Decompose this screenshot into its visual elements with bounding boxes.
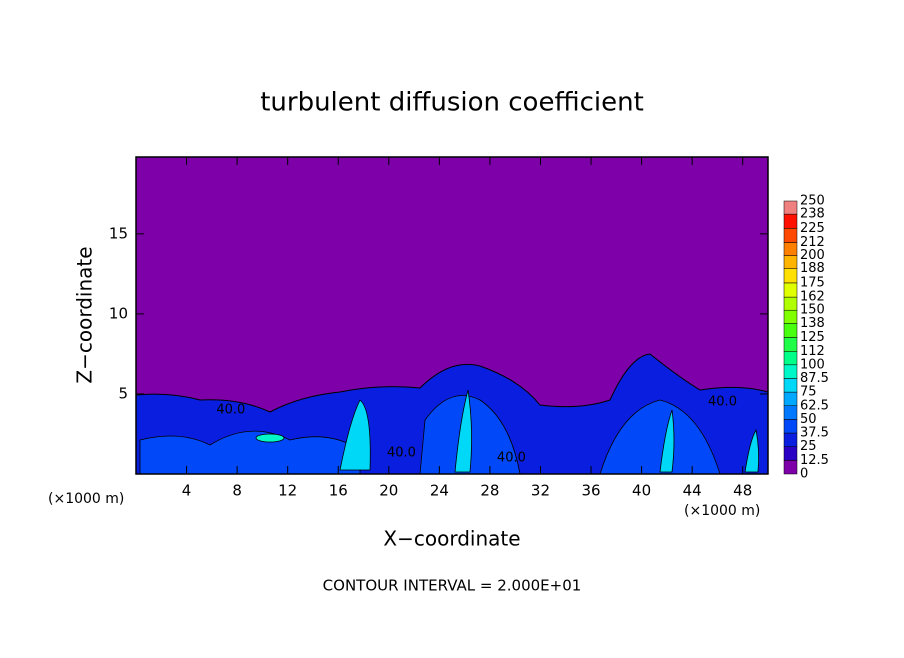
colorbar-label: 87.5 (800, 371, 829, 386)
colorbar-cell (783, 309, 798, 324)
colorbar-label: 162 (800, 290, 825, 305)
colorbar-cell (783, 282, 798, 298)
field-region (139, 430, 361, 475)
x-tick-label: 36 (581, 482, 600, 500)
x-tick-label: 12 (278, 482, 297, 500)
colorbar-cell (783, 213, 798, 229)
chart-title: turbulent diffusion coefficient (260, 88, 644, 118)
colorbar-cell (783, 391, 798, 407)
colorbar-label: 150 (800, 303, 825, 318)
colorbar-cell (783, 337, 798, 352)
colorbar-label: 75 (800, 385, 817, 400)
y-tick-label: 5 (118, 384, 128, 402)
colorbar-cell (783, 296, 798, 311)
colorbar-label: 125 (800, 330, 825, 345)
colorbar-label: 188 (800, 261, 825, 276)
colorbar-cell (783, 432, 798, 447)
x-tick-label: 4 (182, 482, 192, 500)
colorbar-label: 250 (800, 194, 825, 209)
colorbar-cell (783, 351, 798, 366)
x-tick-label: 28 (480, 482, 499, 500)
colorbar-cell (783, 405, 798, 420)
colorbar-label: 37.5 (800, 426, 829, 441)
plot-frame (135, 156, 769, 475)
y-tick-label: 10 (109, 304, 128, 322)
colorbar-label: 138 (800, 316, 825, 331)
y-axis-title: Z−coordinate (73, 246, 97, 383)
colorbar-cell (783, 378, 798, 393)
field-region (454, 389, 472, 473)
colorbar-label: 212 (800, 235, 825, 250)
colorbar-cell (783, 255, 798, 269)
colorbar-label: 200 (800, 248, 825, 263)
x-tick-label: 48 (733, 482, 752, 500)
colorbar-label: 175 (800, 275, 825, 290)
x-tick-label: 24 (430, 482, 449, 500)
colorbar-label: 50 (800, 412, 817, 427)
colorbar-cell (783, 200, 798, 215)
contour-label: 40.0 (497, 450, 526, 465)
field-region (255, 433, 285, 443)
x-tick-label: 20 (379, 482, 398, 500)
colorbar-label: 100 (800, 357, 825, 372)
colorbar-cell (783, 242, 798, 256)
contour-label: 40.0 (708, 394, 737, 409)
field-region (744, 428, 760, 473)
contour-label: 40.0 (387, 446, 416, 461)
colorbar-label: 225 (800, 221, 825, 236)
field-region (599, 399, 721, 475)
field-region (339, 399, 371, 471)
colorbar-cell (783, 446, 798, 461)
y-unit: (×1000 m) (48, 491, 124, 507)
x-tick-label: 40 (632, 482, 651, 500)
x-axis-title: X−coordinate (383, 527, 520, 551)
y-tick-label: 15 (109, 224, 128, 242)
x-tick-label: 32 (531, 482, 550, 500)
x-tick-label: 8 (232, 482, 242, 500)
colorbar-cell (783, 419, 798, 434)
colorbar-label: 12.5 (800, 453, 829, 468)
colorbar-label: 238 (800, 207, 825, 222)
contour-label: 40.0 (216, 402, 245, 417)
x-tick-label: 16 (329, 482, 348, 500)
colorbar-label: 62.5 (800, 398, 829, 413)
colorbar-label: 25 (800, 439, 817, 454)
contour-note: CONTOUR INTERVAL = 2.000E+01 (323, 577, 582, 595)
colorbar-label: 0 (800, 467, 808, 482)
field (135, 157, 769, 475)
x-unit: (×1000 m) (684, 503, 760, 519)
colorbar-cell (783, 364, 798, 379)
colorbar-cell (783, 268, 798, 284)
colorbar-cell (783, 323, 798, 338)
x-tick-label: 44 (683, 482, 702, 500)
colorbar-cell (783, 460, 798, 475)
colorbar-label: 112 (800, 344, 825, 359)
field-region (659, 409, 675, 473)
colorbar-cell (783, 228, 798, 243)
